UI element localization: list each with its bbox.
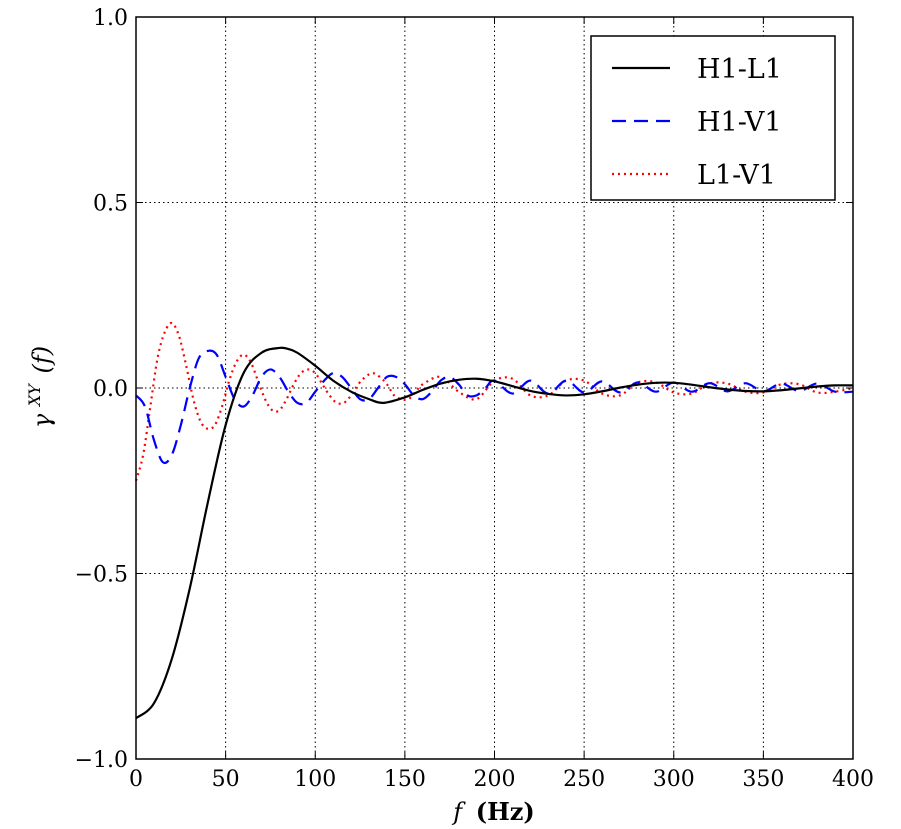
y-axis-arg: (f): [28, 346, 56, 374]
x-axis-var: f: [451, 798, 466, 826]
x-tick-label: 350: [742, 767, 784, 792]
x-tick-label: 200: [474, 767, 516, 792]
y-tick-label: −0.5: [75, 563, 128, 588]
x-tick-label: 50: [212, 767, 240, 792]
ticks: [135, 16, 854, 760]
y-axis-sup: XY: [25, 383, 44, 408]
series-line-l1-v1: [134, 321, 854, 482]
legend-items: H1-L1 H1-V1 L1-V1: [612, 54, 782, 191]
x-tick-label: 100: [294, 767, 336, 792]
x-tick-label: 150: [384, 767, 426, 792]
y-tick-label: −1.0: [75, 748, 128, 773]
x-tick-label: 250: [563, 767, 605, 792]
y-axis-label: γ XY (f): [18, 346, 56, 428]
legend-box: [590, 35, 836, 201]
y-axis-base: γ: [28, 413, 56, 428]
y-tick-label: 0.5: [93, 192, 128, 217]
y-tick-label: 1.0: [93, 6, 128, 31]
series-layer: [134, 321, 854, 720]
legend-label-l1-v1: L1-V1: [697, 160, 776, 191]
y-tick-label: 0.0: [93, 377, 128, 402]
x-axis-unit: (Hz): [476, 797, 535, 826]
x-axis-label: f (Hz): [451, 797, 535, 826]
series-line-h1-l1: [135, 346, 854, 720]
legend-label-h1-l1: H1-L1: [697, 54, 782, 85]
x-tick-label: 400: [832, 767, 874, 792]
tick-labels: 0 50 100 150 200 250 300 350 400 −1.0 −0.5 0.0 0.5 1.…: [75, 6, 874, 792]
legend-label-h1-v1: H1-V1: [697, 107, 782, 138]
x-tick-label: 0: [129, 767, 143, 792]
legend: H1-L1 H1-V1 L1-V1: [590, 35, 836, 201]
x-tick-label: 300: [653, 767, 695, 792]
